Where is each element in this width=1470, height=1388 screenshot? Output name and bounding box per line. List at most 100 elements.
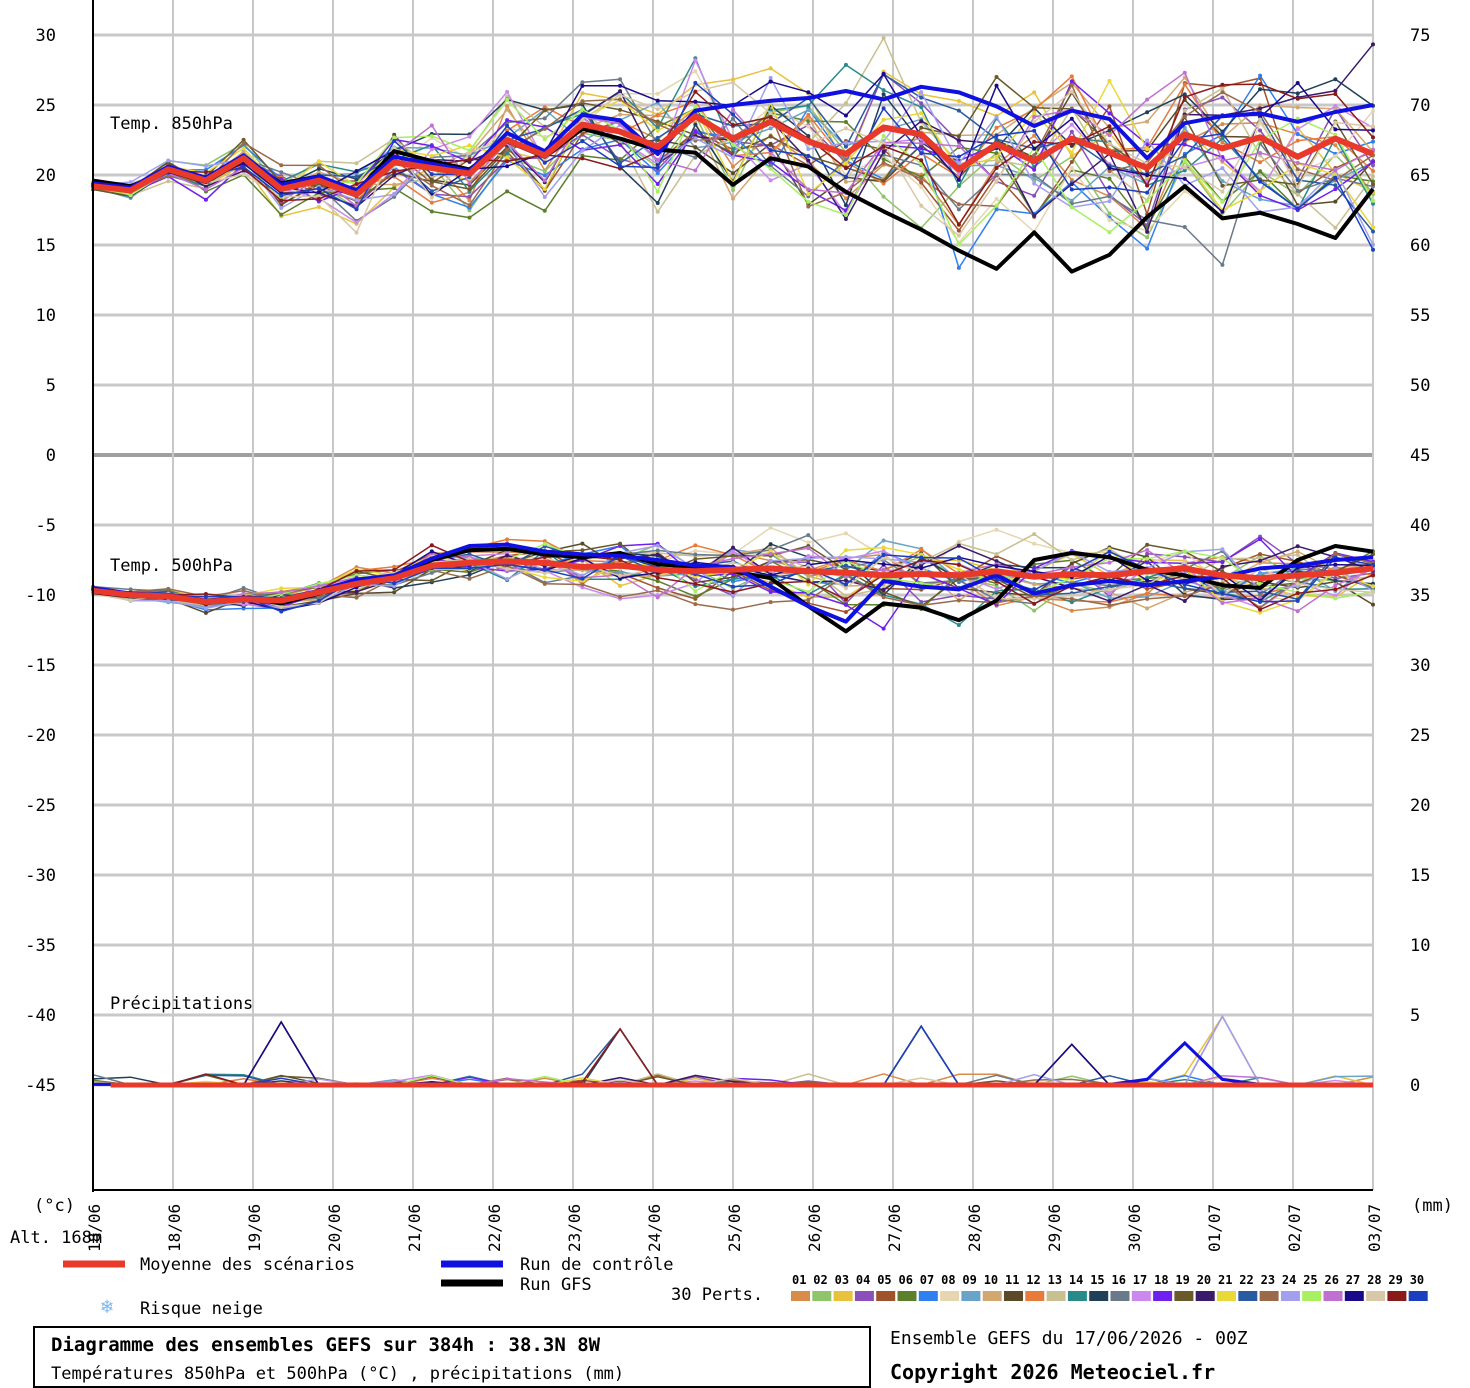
footer-title: Diagramme des ensembles GEFS sur 384h : … [51,1334,601,1356]
member-legend-id: 17 [1133,1273,1147,1287]
data-point [1032,541,1037,546]
data-point [542,186,547,191]
data-point [655,122,660,127]
data-point [580,585,585,590]
member-legend-id: 23 [1261,1273,1275,1287]
data-point [429,179,434,184]
data-point [919,146,924,151]
data-point [467,203,472,208]
left-tick-label: 15 [36,236,56,256]
data-point [429,189,434,194]
data-point [1032,213,1037,218]
data-point [693,104,698,109]
data-point [1032,90,1037,95]
data-point [1220,158,1225,163]
data-point [467,187,472,192]
data-point [1145,97,1150,102]
member-legend-swatch [1344,1291,1364,1301]
legend-perts-label: 30 Perts. [671,1285,763,1305]
data-point [956,242,961,247]
data-point [618,97,623,102]
data-point [279,193,284,198]
data-point [1333,578,1338,583]
data-point [316,598,321,603]
data-point [956,593,961,598]
data-point [1333,88,1338,93]
panel-label-precip: Précipitations [110,994,253,1014]
data-point [655,552,660,557]
data-point [956,138,961,143]
data-point [279,170,284,175]
data-point [881,157,886,162]
data-point [542,105,547,110]
data-point [655,575,660,580]
data-point [618,89,623,94]
data-point [1182,95,1187,100]
data-point [1295,544,1300,549]
data-point [956,154,961,159]
data-point [768,551,773,556]
data-point [1069,565,1074,570]
data-point [1032,566,1037,571]
member-legend-id: 03 [835,1273,849,1287]
data-point [1145,235,1150,240]
data-point [542,567,547,572]
left-tick-label: -40 [25,1006,56,1026]
data-point [1258,103,1263,108]
data-point [1371,602,1375,607]
member-legend-id: 13 [1048,1273,1062,1287]
data-point [316,196,321,201]
x-tick-label: 29/06 [1045,1204,1064,1252]
data-point [1107,603,1112,608]
data-point [1258,82,1263,87]
data-point [994,125,999,130]
right-tick-label: 0 [1410,1076,1420,1096]
x-tick-label: 02/07 [1285,1204,1304,1252]
data-point [768,542,773,547]
data-point [731,545,735,550]
data-point [1182,153,1187,158]
data-point [881,141,886,146]
left-tick-label: -45 [25,1076,56,1096]
data-point [1107,211,1112,216]
data-point [919,555,924,560]
data-point [1107,599,1112,604]
data-point [655,189,660,194]
data-point [806,187,811,192]
data-point [1107,133,1112,138]
data-point [429,147,434,152]
data-point [1333,127,1338,132]
data-point [316,596,321,601]
data-point [843,157,848,162]
data-point [1333,77,1338,82]
data-point [1295,127,1300,132]
data-point [166,598,171,603]
copyright: Copyright 2026 Meteociel.fr [890,1360,1216,1384]
data-point [1371,573,1375,578]
data-point [467,143,472,148]
data-point [1333,587,1338,592]
left-tick-label: -5 [36,516,56,536]
member-legend-id: 15 [1090,1273,1104,1287]
data-point [1371,159,1375,164]
data-point [881,88,886,93]
data-point [580,80,585,85]
mean-line-850 [92,113,1375,198]
data-point [316,194,321,199]
data-point [731,549,735,554]
data-point [956,228,961,233]
member-legend-id: 21 [1218,1273,1232,1287]
data-point [1107,124,1112,129]
data-point [1032,596,1037,601]
data-point [1069,79,1074,84]
data-point [919,203,924,208]
data-point [1333,91,1338,96]
data-point [1107,141,1112,146]
data-point [1258,150,1263,155]
data-point [354,595,359,600]
member-legend-id: 19 [1175,1273,1189,1287]
data-point [768,178,773,183]
data-point [693,99,698,104]
x-tick-label: 30/06 [1125,1204,1144,1252]
left-tick-label: -10 [25,586,56,606]
